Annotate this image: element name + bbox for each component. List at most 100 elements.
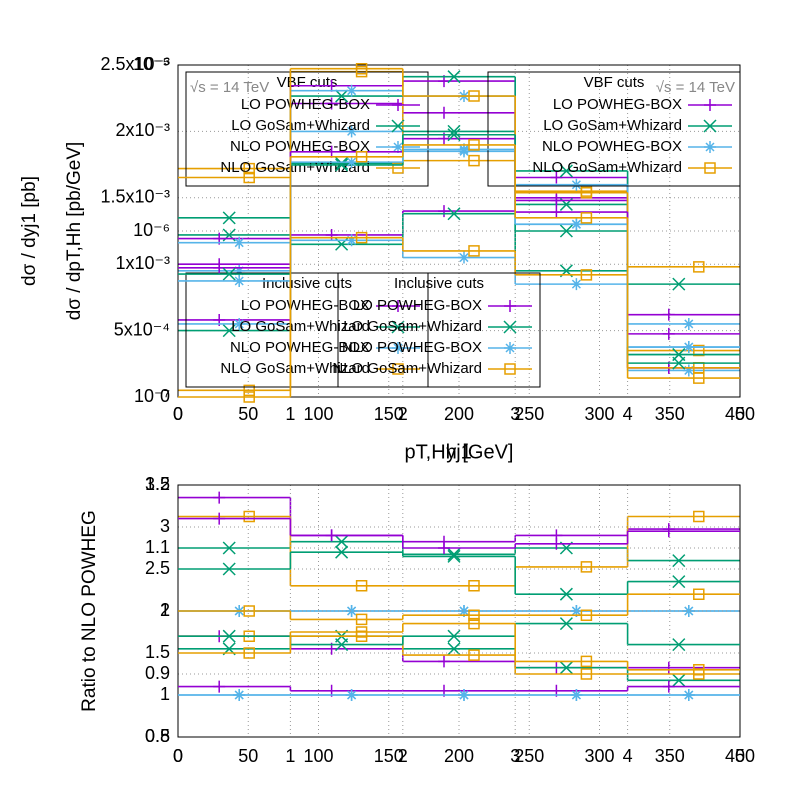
marker [550, 171, 563, 184]
x-axis-label: yj1 [446, 441, 472, 463]
x-tick-label: 150 [374, 404, 404, 424]
legend-marker [392, 300, 404, 312]
x-tick-label: 50 [238, 746, 258, 766]
marker [468, 580, 480, 592]
energy-note: √s = 14 TeV [190, 79, 269, 96]
legend-label: LO POWHEG-BOX [241, 297, 370, 314]
x-tick-label: 150 [374, 746, 404, 766]
marker [559, 164, 573, 178]
marker [233, 317, 246, 330]
legend-label: LO POWHEG-BOX [353, 297, 482, 314]
y-tick-label: 0.9 [145, 663, 170, 683]
marker [335, 545, 349, 559]
legend-label: LO GoSam+Whizard [231, 117, 370, 134]
marker [693, 344, 705, 357]
y-tick-label: 2.5x10⁻³ [100, 54, 170, 74]
y-tick-label: 10⁻⁶ [133, 220, 170, 240]
legend-marker [704, 99, 716, 111]
marker [580, 668, 593, 680]
marker [325, 97, 338, 110]
marker [468, 245, 480, 257]
marker [325, 228, 338, 241]
marker [438, 655, 450, 668]
legend-label: LO POWHEG-BOX [241, 96, 370, 113]
marker [243, 391, 255, 403]
y-axis-label: dσ / dyj1 [pb] [19, 176, 40, 286]
marker [213, 680, 226, 693]
x-tick-label: 400 [725, 746, 755, 766]
x-tick-label: 300 [584, 746, 614, 766]
marker [682, 689, 695, 701]
marker [458, 689, 470, 701]
marker [559, 587, 573, 601]
marker [559, 224, 573, 238]
y-tick-label: 3.5 [145, 474, 170, 494]
legend-marker [504, 363, 516, 375]
y-tick-label: 0 [160, 386, 170, 406]
marker [447, 547, 461, 561]
marker [438, 205, 450, 218]
legend-marker [392, 99, 404, 111]
marker [335, 158, 349, 172]
y-tick-label: 3 [160, 516, 170, 536]
marker [233, 274, 246, 287]
marker [222, 324, 236, 338]
marker [325, 145, 338, 158]
y-tick-label: 1.5x10⁻³ [100, 187, 170, 207]
marker [345, 234, 358, 247]
x-tick-label: 350 [655, 404, 685, 424]
marker [570, 605, 583, 617]
legend-label: LO GoSam+Whizard [343, 318, 482, 335]
marker [243, 605, 255, 617]
marker [438, 106, 450, 119]
x-tick-label: 5 [735, 404, 745, 424]
marker [559, 617, 573, 631]
marker [243, 647, 255, 659]
x-tick-label: 300 [584, 404, 614, 424]
marker [672, 554, 686, 568]
marker [438, 542, 450, 554]
marker [468, 154, 480, 167]
marker [233, 264, 246, 277]
x-axis-label: pT,Hh [GeV] [405, 441, 514, 463]
marker [693, 261, 705, 273]
marker [672, 356, 686, 370]
marker [222, 211, 236, 225]
marker [345, 689, 358, 701]
x-tick-label: 200 [444, 746, 474, 766]
x-tick-label: 0 [173, 746, 183, 766]
marker [447, 207, 461, 221]
marker [335, 156, 349, 170]
y-tick-label: 2.5 [145, 558, 170, 578]
x-tick-label: 0 [173, 746, 183, 766]
legend-label: NLO POWHEG-BOX [230, 339, 370, 356]
marker [213, 512, 226, 525]
legend-title: Inclusive cuts [262, 275, 352, 292]
marker [468, 649, 480, 661]
marker [550, 206, 563, 219]
x-tick-label: 250 [514, 746, 544, 766]
marker [335, 638, 349, 652]
marker [693, 372, 705, 384]
x-tick-label: 4 [623, 404, 633, 424]
y-axis-label: dσ / dpT,Hh [pb/GeV] [64, 142, 85, 321]
marker [682, 364, 695, 377]
marker [233, 689, 246, 701]
marker [355, 580, 368, 592]
marker [662, 327, 675, 340]
legend: VBF cuts LO POWHEG-BOX LO GoSam+Whizard NLO… [487, 71, 741, 187]
marker [559, 661, 573, 675]
legend-marker [392, 342, 404, 354]
marker [580, 609, 593, 621]
marker [693, 510, 705, 523]
y-tick-label: 0.5 [145, 726, 170, 746]
plot-frame [177, 64, 741, 398]
marker [345, 125, 358, 138]
marker [222, 541, 236, 555]
marker [355, 626, 368, 638]
y-tick-label: 0.8 [145, 726, 170, 746]
marker [468, 139, 480, 151]
x-tick-label: 100 [303, 404, 333, 424]
legend-label: LO GoSam+Whizard [543, 117, 682, 134]
